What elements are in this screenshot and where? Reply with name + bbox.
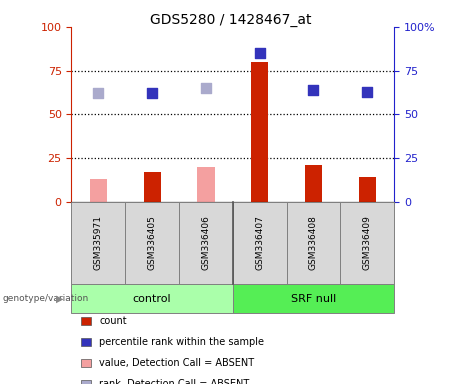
Bar (90, 179, 107, 202)
Text: control: control (133, 293, 171, 304)
Text: GSM336408: GSM336408 (309, 215, 318, 270)
Text: value, Detection Call = ABSENT: value, Detection Call = ABSENT (99, 358, 254, 368)
Text: GSM336406: GSM336406 (201, 215, 210, 270)
Text: GDS5280 / 1428467_at: GDS5280 / 1428467_at (150, 13, 311, 27)
Point (202, 85, 210, 91)
Text: genotype/variation: genotype/variation (2, 294, 89, 303)
Bar (197, 167, 214, 202)
Text: GSM335971: GSM335971 (94, 215, 103, 270)
Text: ▶: ▶ (56, 293, 64, 304)
Text: GSM336407: GSM336407 (255, 215, 264, 270)
Text: rank, Detection Call = ABSENT: rank, Detection Call = ABSENT (99, 379, 249, 384)
Text: percentile rank within the sample: percentile rank within the sample (99, 337, 264, 347)
Point (256, 50, 263, 56)
Text: SRF null: SRF null (291, 293, 336, 304)
Point (310, 87, 317, 93)
Bar (359, 177, 376, 202)
Text: GSM336405: GSM336405 (148, 215, 157, 270)
Point (95, 90, 102, 96)
Bar (251, 62, 268, 202)
Bar (305, 165, 322, 202)
Bar (143, 172, 161, 202)
Point (364, 88, 371, 94)
Text: GSM336409: GSM336409 (363, 215, 372, 270)
Point (148, 90, 156, 96)
Text: count: count (99, 316, 127, 326)
